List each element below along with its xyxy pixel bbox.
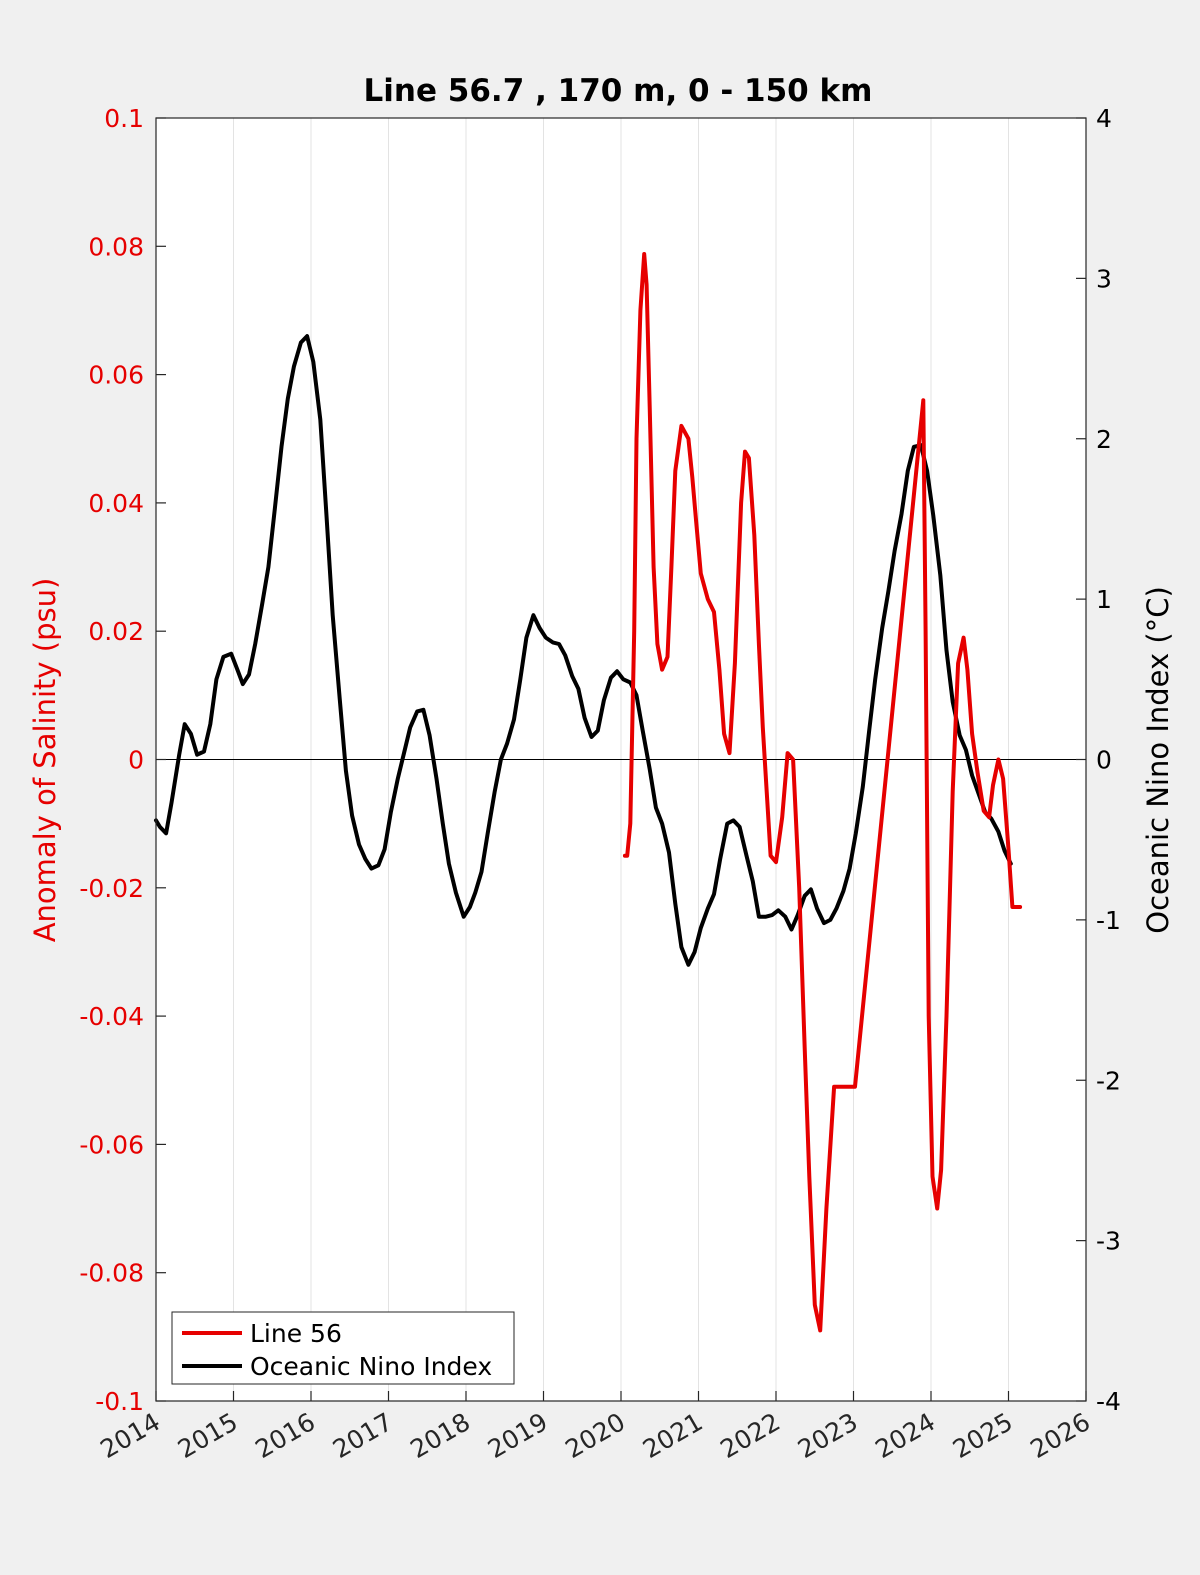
right-axis-label: Oceanic Nino Index (°C) — [1141, 586, 1175, 934]
y-left-tick-label: 0.02 — [88, 617, 144, 646]
series-layer — [154, 252, 1023, 1333]
y-left-tick-label: -0.04 — [79, 1002, 144, 1031]
y-left-tick-label: 0 — [128, 746, 144, 775]
legend-label-oni: Oceanic Nino Index — [250, 1352, 492, 1381]
y-right-tick-label: -1 — [1096, 906, 1121, 935]
legend-box — [171, 1311, 515, 1385]
left-axis: 0.1 0.08 0.06 0.04 0.02 0 -0.02 -0.04 -0.06 -0.08… — [79, 104, 166, 1416]
series-line-oni — [154, 334, 1013, 967]
y-right-tick-label: 4 — [1096, 104, 1112, 133]
y-right-tick-label: 2 — [1096, 425, 1112, 454]
y-right-tick-label: 1 — [1096, 585, 1112, 614]
legend-label-line56: Line 56 — [250, 1319, 342, 1348]
y-right-tick-label: -2 — [1096, 1066, 1121, 1095]
y-left-tick-label: 0.06 — [88, 361, 144, 390]
y-left-tick-label: -0.08 — [79, 1259, 144, 1288]
chart-title: Line 56.7 , 170 m, 0 - 150 km — [364, 73, 873, 109]
y-right-tick-label: 3 — [1096, 264, 1112, 293]
right-axis: 4 3 2 1 0 -1 -2 -3 -4 — [1076, 104, 1121, 1416]
y-left-tick-label: -0.06 — [79, 1130, 144, 1159]
y-left-tick-label: 0.08 — [88, 232, 144, 261]
y-left-tick-label: -0.1 — [95, 1387, 144, 1416]
left-axis-label: Anomaly of Salinity (psu) — [28, 578, 62, 943]
y-right-tick-label: 0 — [1096, 746, 1112, 775]
y-right-tick-label: -4 — [1096, 1387, 1121, 1416]
y-left-tick-label: 0.04 — [88, 489, 144, 518]
y-left-tick-label: -0.02 — [79, 874, 144, 903]
series-line-line56 — [622, 252, 1023, 1333]
y-left-tick-label: 0.1 — [104, 104, 144, 133]
y-right-tick-label: -3 — [1096, 1227, 1121, 1256]
legend: Line 56 Oceanic Nino Index — [171, 1311, 515, 1385]
